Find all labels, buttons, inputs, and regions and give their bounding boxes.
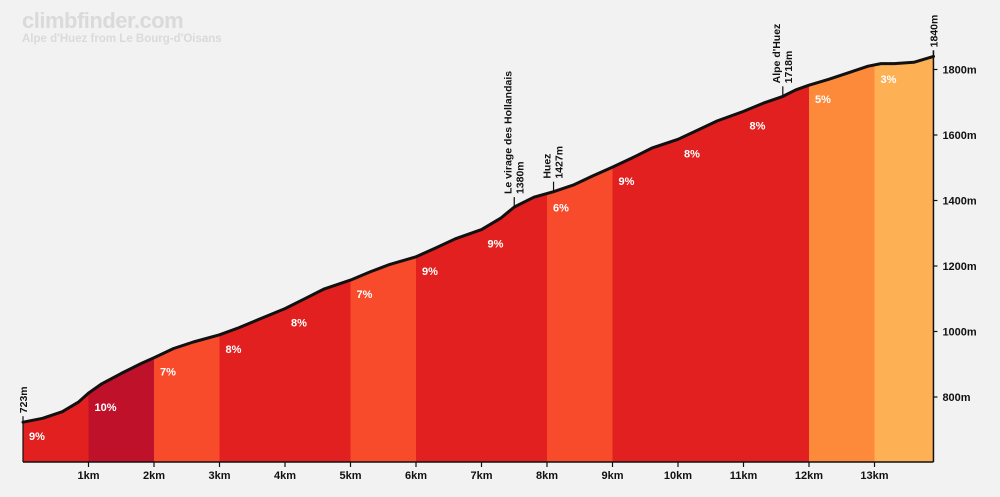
annotation-elevation: 1380m xyxy=(514,161,526,194)
segment-km-2 xyxy=(88,56,155,462)
x-tick-label: 5km xyxy=(339,470,361,482)
x-tick-label: 12km xyxy=(795,470,823,482)
x-tick-label: 4km xyxy=(274,470,296,482)
y-tick-label: 800m xyxy=(942,392,970,404)
climb-title: Alpe d'Huez from Le Bourg-d'Oisans xyxy=(22,33,222,45)
x-tick-label: 3km xyxy=(208,470,230,482)
segment-km-12 xyxy=(743,56,810,462)
site-watermark: climbfinder.com xyxy=(22,8,184,33)
grade-label-km-5: 8% xyxy=(291,318,307,330)
segment-km-7 xyxy=(416,56,482,462)
grade-label-km-11: 8% xyxy=(684,148,700,160)
annotation-label: Huez xyxy=(542,154,554,179)
y-tick-label: 1600m xyxy=(942,130,976,142)
grade-label-km-12: 8% xyxy=(750,120,766,132)
x-tick-label: 1km xyxy=(77,470,99,482)
segment-km-11 xyxy=(678,56,744,462)
x-tick-label: 9km xyxy=(601,470,623,482)
y-tick-label: 1400m xyxy=(942,196,976,208)
grade-label-km-4: 8% xyxy=(226,344,242,356)
grade-label-km-3: 7% xyxy=(160,367,176,379)
segment-km-8 xyxy=(481,56,548,462)
annotation-label: Le virage des Hollandais xyxy=(502,71,514,194)
x-tick-label: 6km xyxy=(405,470,427,482)
start-elevation-label: 723m xyxy=(18,386,30,413)
grade-label-km-13: 5% xyxy=(815,94,831,106)
grade-label-km-7: 9% xyxy=(422,266,438,278)
y-tick-label: 1000m xyxy=(942,327,976,339)
annotation-elevation: 1427m xyxy=(554,146,566,179)
x-tick-label: 8km xyxy=(536,470,558,482)
grade-label-km-6: 7% xyxy=(357,289,373,301)
segment-km-9 xyxy=(547,56,613,462)
grade-label-km-10: 9% xyxy=(619,176,635,188)
grade-label-km-1: 9% xyxy=(29,431,45,443)
segment-km-13 xyxy=(809,56,875,462)
grade-label-km-9: 6% xyxy=(553,203,569,215)
grade-label-km-14: 3% xyxy=(881,74,897,86)
x-tick-label: 13km xyxy=(860,470,888,482)
y-tick-label: 1200m xyxy=(942,261,976,273)
x-tick-label: 10km xyxy=(664,470,692,482)
annotation-elevation: 1718m xyxy=(783,51,795,84)
x-tick-label: 7km xyxy=(470,470,492,482)
grade-label-km-2: 10% xyxy=(95,402,117,414)
segment-km-3 xyxy=(154,56,220,462)
segment-km-1 xyxy=(23,56,89,462)
y-tick-label: 1800m xyxy=(942,65,976,77)
x-tick-label: 11km xyxy=(730,470,758,482)
segment-km-5 xyxy=(285,56,351,462)
summit-elevation-label: 1840m xyxy=(928,15,940,48)
profile-line xyxy=(21,54,935,424)
segment-km-14 xyxy=(874,56,934,462)
annotation-label: Alpe d'Huez xyxy=(771,24,783,84)
segment-km-10 xyxy=(612,56,679,462)
segment-km-6 xyxy=(350,56,417,462)
grade-label-km-8: 9% xyxy=(488,239,504,251)
segment-km-4 xyxy=(219,56,286,462)
x-tick-label: 2km xyxy=(143,470,165,482)
